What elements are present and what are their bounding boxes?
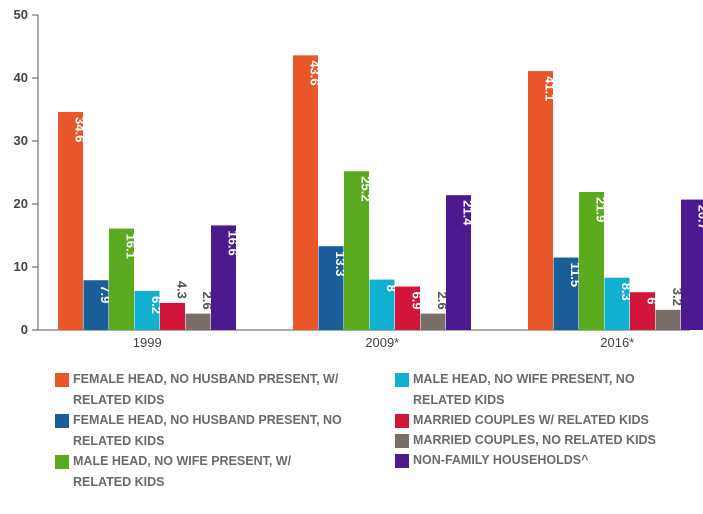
value-label: 43.6 — [308, 60, 323, 85]
legend-label: NON-FAMILY HOUSEHOLDS^ — [413, 453, 589, 467]
y-tick-label: 30 — [14, 133, 28, 148]
bar — [134, 290, 160, 330]
value-label: 25.2 — [359, 176, 374, 201]
legend-item: MARRIED COUPLES, NO RELATED KIDS — [395, 433, 680, 451]
legend-item: NON-FAMILY HOUSEHOLDS^ — [395, 453, 680, 471]
bar — [420, 313, 446, 330]
bar — [83, 280, 109, 330]
value-label: 6.9 — [410, 292, 425, 310]
legend-swatch — [55, 455, 69, 469]
y-tick-label: 0 — [21, 322, 28, 337]
legend-label: FEMALE HEAD, NO HUSBAND PRESENT, W/ RELA… — [73, 372, 339, 407]
bar — [579, 192, 604, 330]
y-tick-label: 50 — [14, 7, 28, 22]
bar — [344, 171, 369, 330]
legend-swatch — [395, 414, 409, 428]
bar — [655, 309, 681, 330]
value-label: 20.7 — [696, 205, 703, 230]
x-tick-label: 2016* — [600, 335, 634, 350]
y-tick-label: 10 — [14, 259, 28, 274]
legend-swatch — [395, 454, 409, 468]
value-label: 21.9 — [594, 197, 609, 222]
bar — [369, 279, 395, 330]
legend-item: MALE HEAD, NO WIFE PRESENT, NO RELATED K… — [395, 372, 680, 411]
legend-item: FEMALE HEAD, NO HUSBAND PRESENT, NO RELA… — [55, 413, 350, 452]
legend: FEMALE HEAD, NO HUSBAND PRESENT, W/ RELA… — [55, 372, 680, 493]
legend-label: MARRIED COUPLES, NO RELATED KIDS — [413, 433, 656, 447]
legend-swatch — [395, 434, 409, 448]
bar — [681, 199, 703, 330]
legend-label: MARRIED COUPLES W/ RELATED KIDS — [413, 413, 649, 427]
x-tick-label: 2009* — [365, 335, 399, 350]
legend-swatch — [55, 414, 69, 428]
bar — [109, 228, 134, 330]
legend-item: MARRIED COUPLES W/ RELATED KIDS — [395, 413, 680, 431]
value-label: 41.1 — [543, 76, 558, 101]
bar — [58, 112, 83, 331]
legend-swatch — [55, 373, 69, 387]
bar — [395, 286, 420, 330]
legend-label: MALE HEAD, NO WIFE PRESENT, W/ RELATED K… — [73, 454, 292, 489]
y-tick-label: 20 — [14, 196, 28, 211]
value-label: 21.4 — [461, 200, 476, 226]
value-label: 4.3 — [175, 281, 190, 299]
legend-column: MALE HEAD, NO WIFE PRESENT, NO RELATED K… — [395, 372, 680, 493]
bar — [528, 71, 553, 330]
bar — [553, 257, 579, 330]
bar — [185, 313, 211, 330]
chart: 01020304050199934.67.916.16.24.32.616.62… — [14, 7, 703, 350]
bar — [604, 277, 630, 330]
value-label: 6 — [645, 297, 660, 304]
value-label: 16.6 — [226, 230, 241, 255]
value-label: 16.1 — [124, 234, 139, 259]
bar — [211, 225, 236, 330]
legend-label: MALE HEAD, NO WIFE PRESENT, NO RELATED K… — [413, 372, 635, 407]
x-tick-label: 1999 — [133, 335, 162, 350]
y-tick-label: 40 — [14, 70, 28, 85]
legend-column: FEMALE HEAD, NO HUSBAND PRESENT, W/ RELA… — [55, 372, 350, 493]
legend-label: FEMALE HEAD, NO HUSBAND PRESENT, NO RELA… — [73, 413, 342, 448]
value-label: 34.6 — [73, 117, 88, 142]
bar — [293, 55, 318, 330]
bar — [318, 246, 344, 330]
legend-item: FEMALE HEAD, NO HUSBAND PRESENT, W/ RELA… — [55, 372, 350, 411]
bar — [446, 195, 471, 330]
value-label: 8 — [384, 285, 399, 292]
legend-item: MALE HEAD, NO WIFE PRESENT, W/ RELATED K… — [55, 454, 350, 493]
bar — [630, 292, 655, 330]
bar — [160, 302, 185, 330]
legend-swatch — [395, 373, 409, 387]
